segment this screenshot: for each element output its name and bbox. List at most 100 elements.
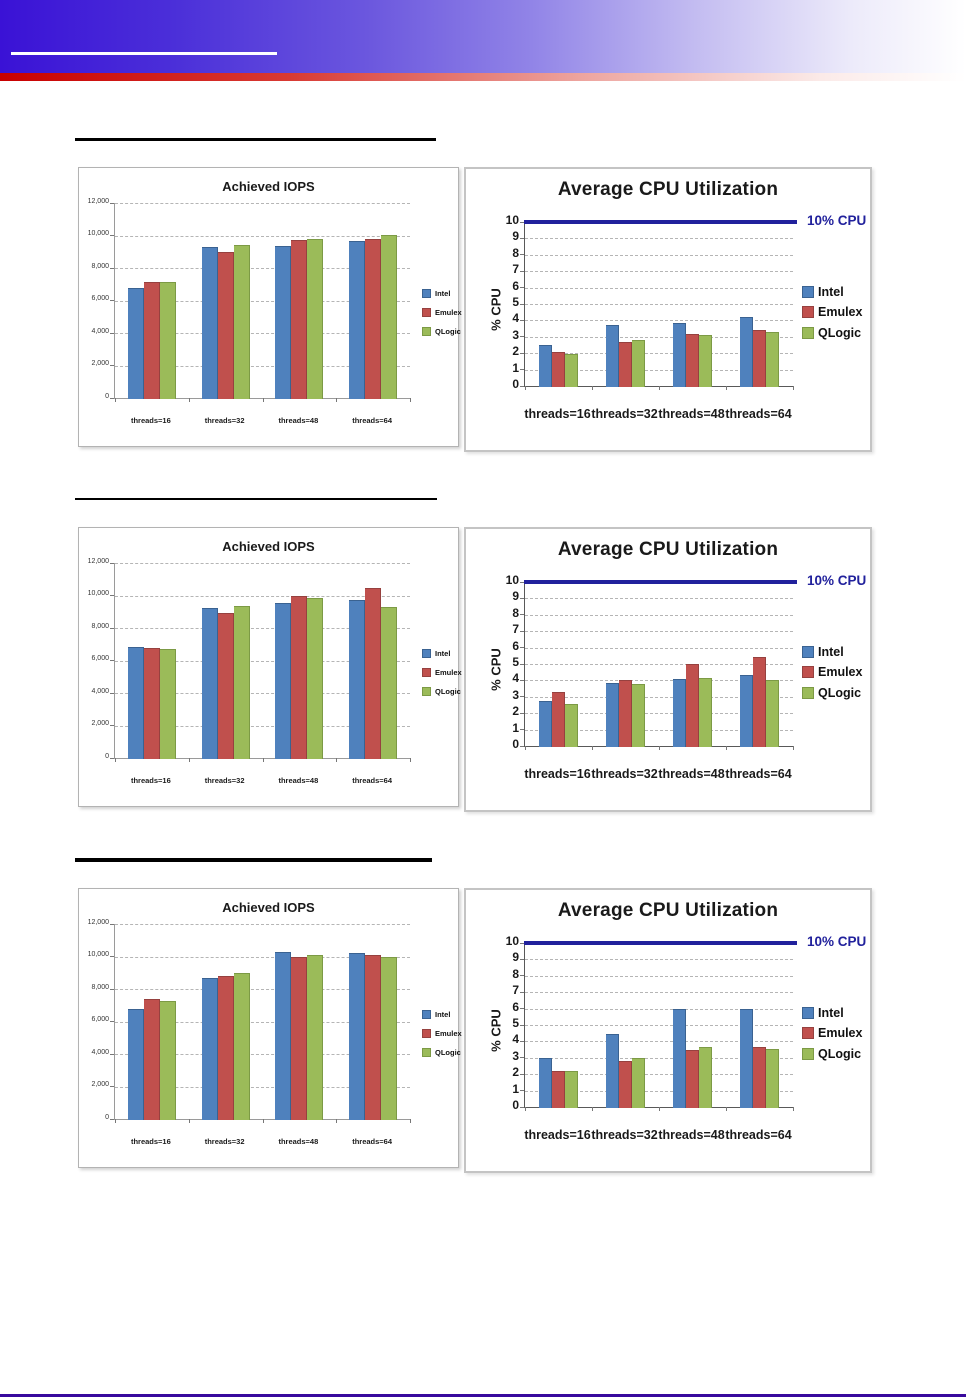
legend-label-emulex: Emulex — [435, 668, 462, 678]
legend-swatch-emulex — [422, 668, 431, 678]
y-axis-tick — [520, 1008, 524, 1010]
reference-line-10pct — [524, 580, 797, 584]
y-axis-tick — [520, 745, 524, 747]
gridline — [525, 975, 793, 977]
y-tick-label: 6 — [512, 999, 519, 1014]
y-axis-tick — [110, 757, 114, 759]
gridline — [525, 680, 793, 682]
legend-item-intel: Intel — [422, 1006, 450, 1024]
y-axis-tick — [110, 692, 114, 694]
legend-swatch-qlogic — [802, 326, 814, 339]
bar-emulex-threads-32 — [217, 976, 234, 1120]
y-tick-label: 8,000 — [91, 622, 109, 630]
x-category-label: threads=64 — [725, 407, 792, 421]
legend-label-qlogic: QLogic — [818, 1046, 862, 1061]
gridline — [115, 365, 410, 367]
bar-emulex-threads-16 — [143, 998, 160, 1120]
x-axis-tick — [793, 386, 794, 390]
y-axis-title: % CPU — [488, 288, 504, 331]
y-tick-label: 0 — [105, 392, 109, 400]
x-axis-tick — [793, 746, 794, 750]
x-axis-tick — [262, 398, 264, 402]
gridline — [525, 238, 793, 240]
gridline — [115, 300, 410, 302]
y-axis-tick — [520, 369, 524, 371]
bar-emulex-threads-64 — [753, 330, 766, 387]
bar-emulex-threads-64 — [753, 656, 766, 747]
bar-emulex-threads-32 — [619, 341, 632, 387]
plot-area — [110, 562, 411, 762]
bar-emulex-threads-32 — [619, 679, 632, 747]
legend-item-qlogic: QLogic — [422, 323, 461, 341]
y-axis-tick — [520, 942, 524, 944]
y-axis-tick — [520, 630, 524, 632]
gridline — [525, 1057, 793, 1059]
gridline — [115, 595, 410, 597]
y-tick-label: 2 — [512, 704, 519, 719]
avg-cpu-utilization-chart-section3: Average CPU Utilization 0 1 2 3 4 5 6 7 8 9 10 10% … — [464, 888, 872, 1173]
header-red-stripe — [0, 73, 966, 81]
y-axis-tick — [520, 336, 524, 338]
y-axis-tick — [110, 397, 114, 399]
bar-emulex-threads-32 — [217, 251, 234, 399]
legend-swatch-qlogic — [422, 1048, 431, 1058]
y-axis-tick — [110, 332, 114, 334]
legend-label-emulex: Emulex — [435, 308, 462, 318]
x-category-label: threads=48 — [658, 1128, 725, 1142]
gridline — [525, 614, 793, 616]
y-tick-label: 3 — [512, 1048, 519, 1063]
y-axis-tick — [520, 581, 524, 583]
y-axis-tick — [110, 267, 114, 269]
y-axis-tick — [520, 975, 524, 977]
y-axis-tick — [520, 679, 524, 681]
legend-item-intel: Intel — [802, 283, 844, 301]
footer-rule — [0, 1394, 966, 1397]
achieved-iops-chart-section2: Achieved IOPS 0 2,000 4,000 6,000 8,000 10,00… — [78, 527, 462, 807]
gridline — [115, 1086, 410, 1088]
legend-swatch-emulex — [802, 1027, 814, 1040]
gridline — [115, 1054, 410, 1055]
bar-qlogic-threads-32 — [233, 245, 250, 399]
legend-item-emulex: Emulex — [802, 1025, 862, 1043]
x-category-label: threads=32 — [591, 767, 658, 781]
legend-item-qlogic: QLogic — [802, 684, 861, 702]
bar-qlogic-threads-48 — [699, 677, 712, 747]
y-tick-label: 4,000 — [91, 1048, 109, 1056]
bar-intel-threads-64 — [740, 1008, 753, 1108]
bar-qlogic-threads-16 — [565, 1070, 578, 1108]
bar-intel-threads-48 — [673, 678, 686, 747]
legend-item-qlogic: QLogic — [422, 683, 461, 701]
y-axis-tick — [520, 352, 524, 354]
y-tick-label: 1 — [512, 720, 519, 735]
x-axis-tick — [592, 1107, 593, 1111]
bar-intel-threads-16 — [127, 287, 144, 399]
y-axis-tick — [110, 627, 114, 629]
x-axis-tick — [726, 1107, 727, 1111]
y-tick-label: 5 — [512, 295, 519, 309]
x-axis-tick — [188, 1119, 190, 1123]
bar-qlogic-threads-16 — [565, 704, 578, 747]
gridline — [525, 647, 793, 649]
legend-swatch-qlogic — [422, 327, 431, 337]
legend-swatch-intel — [802, 1006, 814, 1019]
x-category-label: threads=16 — [524, 407, 591, 421]
reference-line-10pct — [524, 220, 797, 224]
chart-title: Achieved IOPS — [222, 539, 315, 554]
y-tick-label: 9 — [512, 950, 519, 965]
x-axis-tick — [726, 746, 727, 750]
legend-item-intel: Intel — [422, 285, 450, 303]
reference-line-label: 10% CPU — [807, 573, 867, 588]
legend-swatch-emulex — [422, 1029, 431, 1039]
section-1-heading-underline — [75, 138, 436, 141]
x-axis-tick — [525, 386, 526, 390]
x-category-label: threads=16 — [130, 1137, 171, 1146]
x-axis-tick — [336, 758, 338, 762]
x-category-label: threads=32 — [204, 416, 245, 425]
bar-emulex-threads-48 — [291, 956, 308, 1120]
bar-emulex-threads-16 — [552, 691, 565, 747]
gridline — [525, 353, 793, 355]
legend-item-emulex: Emulex — [422, 664, 462, 682]
bar-intel-threads-64 — [349, 953, 366, 1120]
x-axis-tick — [726, 386, 727, 390]
gridline — [115, 333, 410, 334]
